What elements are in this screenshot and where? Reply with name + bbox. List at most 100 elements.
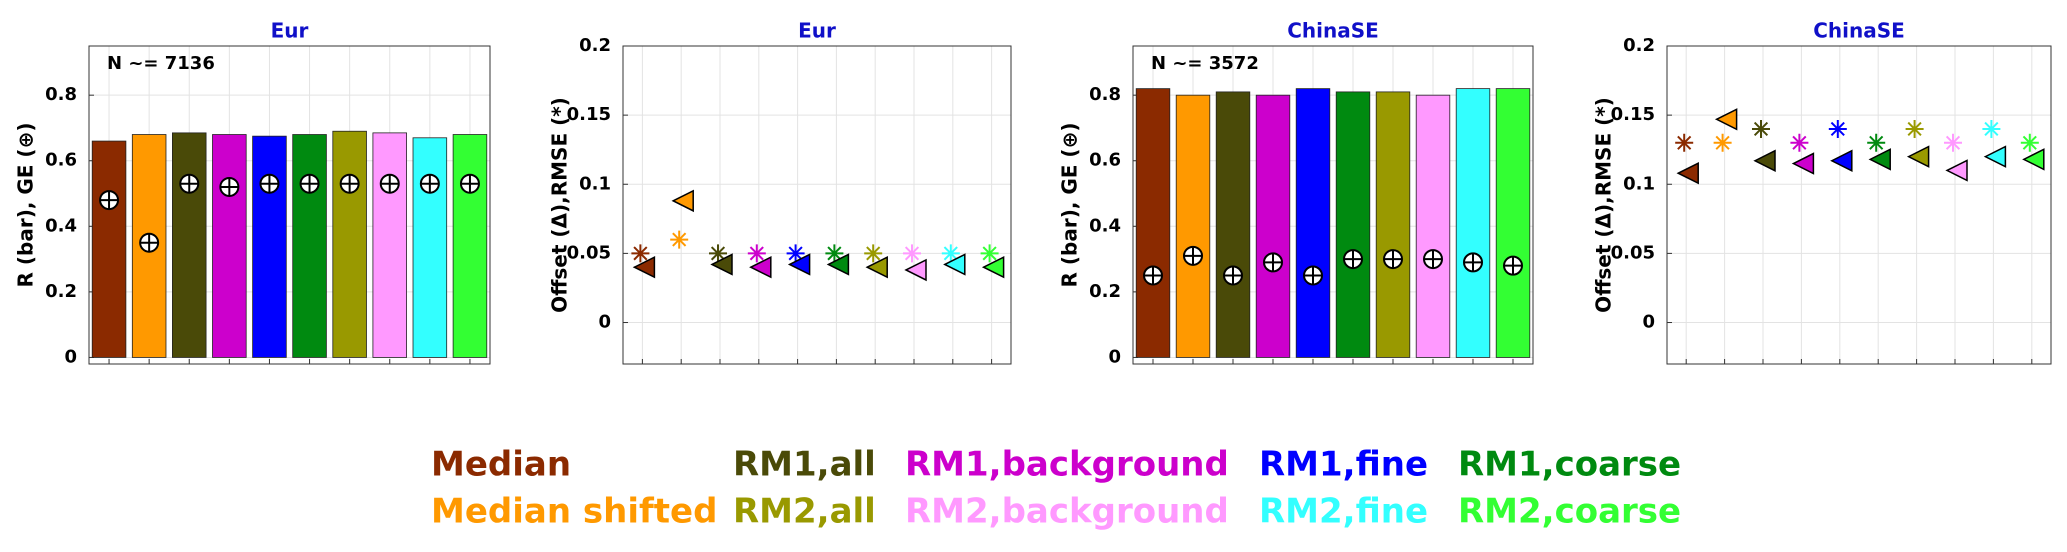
ge-plus [1464,253,1482,272]
ge-plus [140,233,159,252]
ge-plus [1504,256,1522,275]
y-tick-label: 0.1 [1623,173,1655,194]
offset-triangle [1753,149,1776,172]
bar [212,134,247,358]
bar [252,135,287,358]
y-tick-label: 0 [598,312,611,333]
annotation: N ~= 3572 [1151,53,1259,74]
bar [332,130,367,358]
legend-label: RM1,fine [1259,445,1428,485]
bar [1175,94,1211,358]
offset-triangle [1983,145,2007,168]
ge-plus [1384,250,1402,269]
rmse-star [1713,133,1732,152]
ge-plus [220,177,239,196]
y-tick-label: 0.4 [45,215,77,236]
bar [1135,88,1171,358]
rmse-star [709,244,727,263]
ge-plus [260,174,279,193]
annotation: N ~= 7136 [107,53,215,74]
bar [1415,94,1451,358]
rmse-star [670,230,689,249]
ge-plus [1304,266,1322,285]
ge-marker [1303,265,1323,286]
ge-marker [99,190,120,211]
y-tick-label: 0.05 [567,242,611,263]
ge-marker [379,173,400,194]
ge-plus [180,174,199,193]
rmse-star [1982,119,2001,138]
y-tick-label: 0.2 [1623,35,1655,56]
y-axis-label: Offset (Δ),RMSE (*) [548,97,572,313]
bar [452,134,488,358]
offset-triangle [749,256,772,279]
bar [412,137,448,358]
ge-marker [1343,249,1363,270]
bar [1295,88,1331,358]
offset-triangle [2022,148,2045,171]
axes-frame [622,45,1012,365]
ge-marker [1143,265,1163,286]
ge-plus [1344,250,1362,269]
ge-marker [259,173,280,194]
y-tick-label: 0.15 [567,104,611,125]
legend-label: Median shifted [431,492,717,532]
y-tick-label: 0.2 [1089,281,1121,302]
bar [372,132,407,358]
legend-label: RM2,fine [1259,492,1428,532]
y-tick-label: 0.1 [579,173,611,194]
offset-triangle [1830,149,1853,172]
y-tick-label: 0 [1642,312,1655,333]
ge-plus [460,174,479,193]
ge-plus [1224,266,1242,285]
y-axis-label: R (bar), GE (⊕) [1058,123,1082,288]
ge-plus [1184,246,1202,265]
ge-marker [419,173,440,194]
offset-triangle [1868,148,1891,171]
rmse-star [941,244,960,263]
y-tick-label: 0.6 [1089,150,1121,171]
y-tick-label: 0.8 [45,84,77,105]
ge-plus [380,174,399,193]
offset-triangle [904,258,927,282]
y-tick-label: 0.15 [1611,104,1655,125]
y-tick-label: 0 [64,346,77,367]
ge-marker [1463,252,1483,273]
rmse-star [1828,119,1847,138]
bar [1215,91,1251,358]
legend-label: RM2,all [733,492,876,532]
bar [292,134,327,358]
ge-plus [340,174,359,193]
rmse-star [825,244,844,263]
rmse-star [1867,133,1886,152]
ge-plus [1424,250,1442,269]
rmse-star [631,244,650,263]
offset-triangle [826,253,850,276]
bar [1375,91,1411,358]
y-axis-label: R (bar), GE (⊕) [14,123,38,288]
legend-label: RM1,coarse [1458,445,1681,485]
offset-triangle [943,253,966,276]
rmse-star [786,244,805,263]
rmse-star [2020,133,2039,152]
offset-triangle [1945,159,1968,182]
ge-marker [1503,255,1523,276]
chart-title: Eur [271,19,309,43]
rmse-star [864,244,883,263]
y-tick-label: 0.2 [579,35,611,56]
rmse-star [980,244,999,263]
offset-triangle [632,256,656,279]
offset-triangle [710,253,733,276]
bar [91,140,127,358]
y-tick-label: 0.05 [1611,242,1655,263]
y-tick-label: 0 [1108,346,1121,367]
rmse-star [903,244,921,263]
ge-marker [459,173,480,194]
offset-triangle [787,253,811,276]
chart-title: ChinaSE [1287,19,1379,43]
ge-marker [339,173,360,194]
bar [1455,88,1491,358]
bar [1335,91,1371,358]
ge-plus [300,174,319,193]
